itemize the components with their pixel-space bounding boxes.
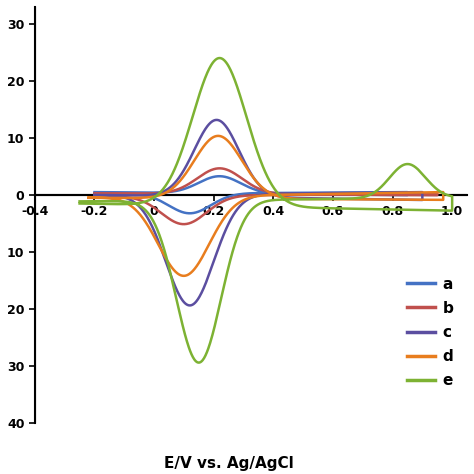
Legend: a, b, c, d, e: a, b, c, d, e [401, 271, 459, 394]
X-axis label: E/V vs. Ag/AgCl: E/V vs. Ag/AgCl [164, 456, 294, 471]
